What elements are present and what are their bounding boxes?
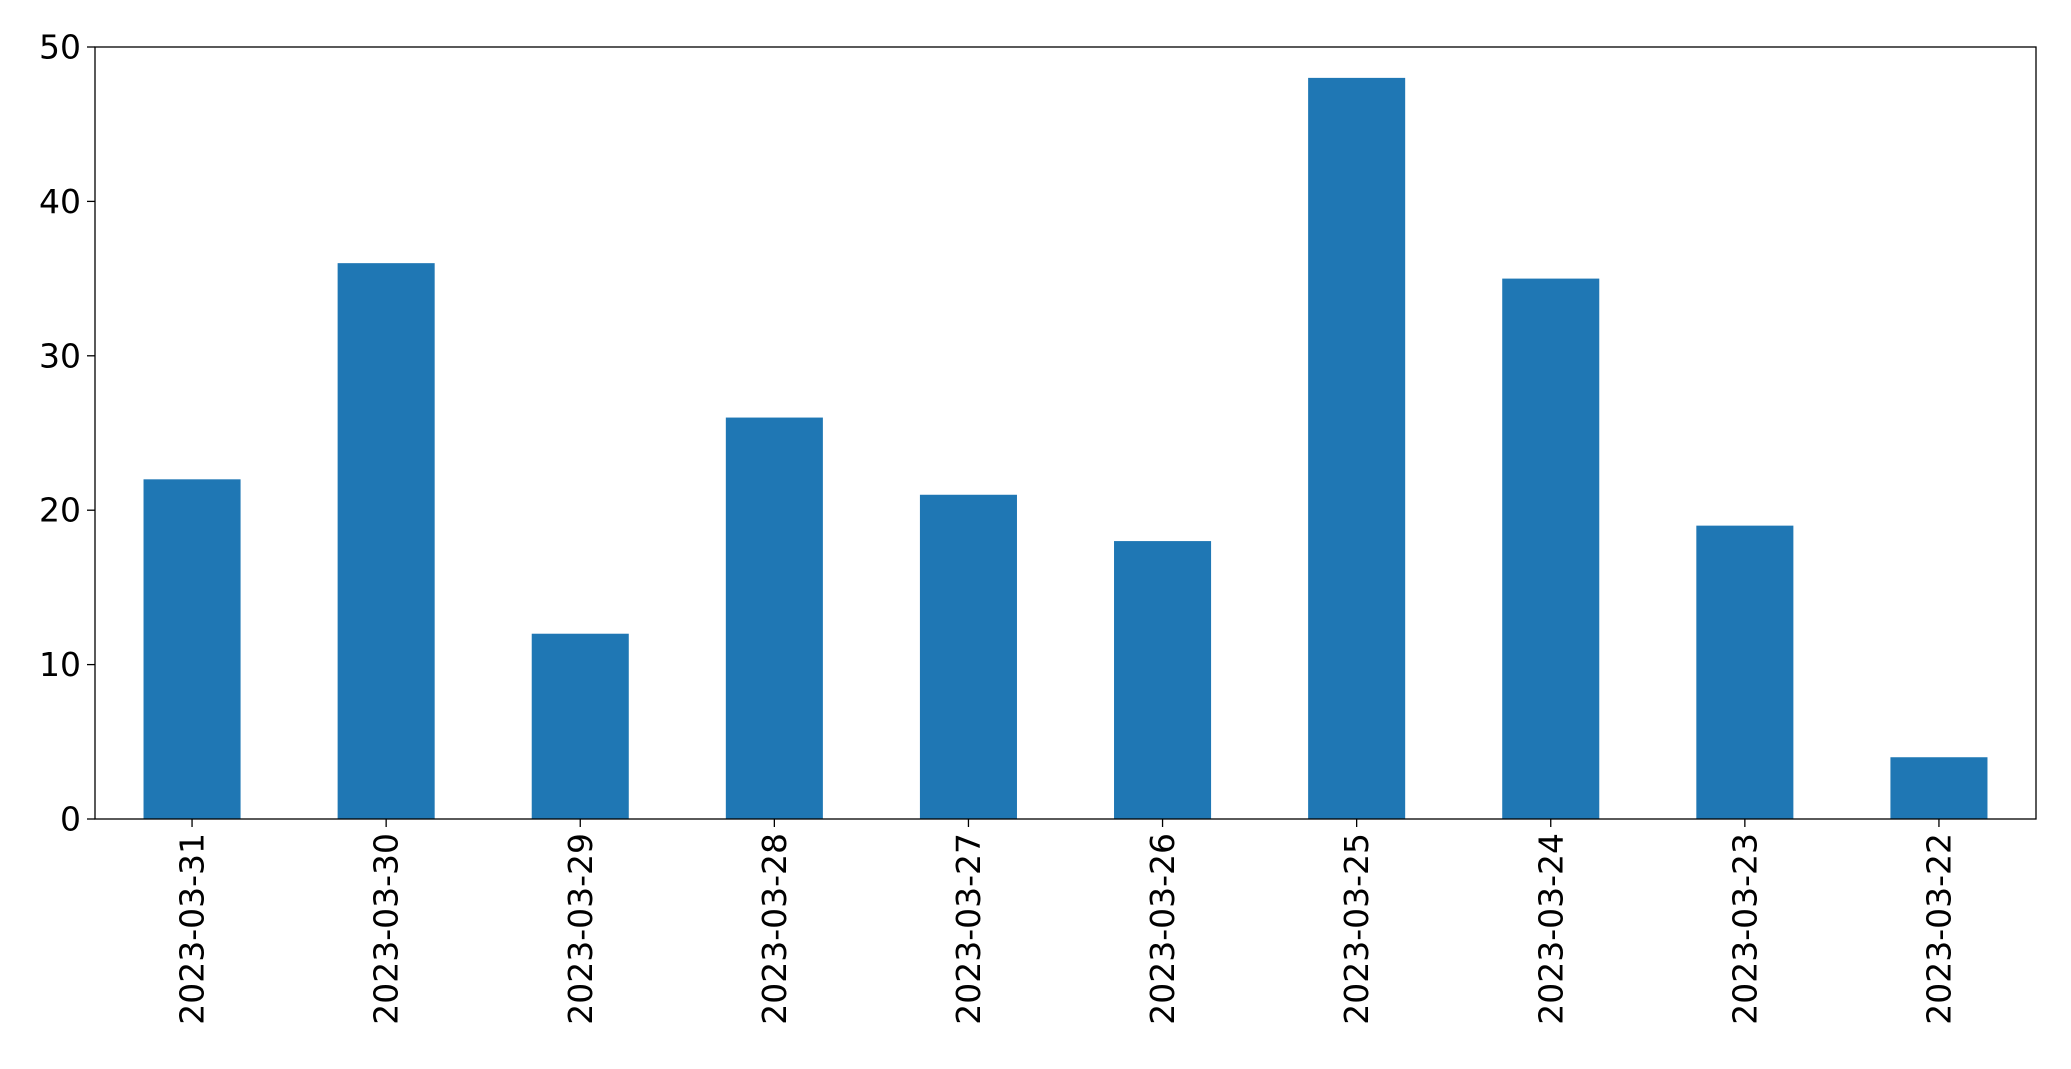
y-tick-label: 40 [39, 182, 81, 221]
x-tick-label: 2023-03-30 [367, 833, 406, 1025]
x-tick-label: 2023-03-25 [1337, 833, 1376, 1025]
bar-2023-03-25 [1308, 77, 1406, 819]
y-tick-label: 0 [60, 800, 81, 839]
bar-2023-03-23 [1696, 525, 1794, 819]
x-tick-label: 2023-03-29 [561, 833, 600, 1025]
y-tick-label: 20 [39, 491, 81, 530]
x-tick-label: 2023-03-27 [949, 833, 988, 1025]
x-tick-label: 2023-03-22 [1919, 833, 1958, 1025]
bar-2023-03-27 [919, 494, 1017, 819]
bar-2023-03-30 [337, 263, 435, 819]
bar-2023-03-28 [725, 417, 823, 819]
x-axis: 2023-03-31 2023-03-30 2023-03-29 2023-03-28… [173, 819, 1958, 1025]
y-tick-label: 50 [39, 28, 81, 67]
bar-2023-03-26 [1114, 541, 1212, 819]
x-tick-label: 2023-03-26 [1143, 833, 1182, 1025]
plot-frame [94, 46, 2037, 820]
bars-group [143, 77, 1988, 820]
y-tick-label: 10 [39, 645, 81, 684]
bar-2023-03-31 [143, 479, 241, 819]
bar-2023-03-29 [531, 633, 629, 819]
x-tick-label: 2023-03-23 [1725, 833, 1764, 1025]
x-tick-label: 2023-03-28 [755, 833, 794, 1025]
bar-2023-03-22 [1890, 757, 1988, 819]
y-axis: 0 10 20 30 40 50 [39, 28, 95, 839]
x-tick-label: 2023-03-31 [173, 833, 212, 1025]
x-tick-label: 2023-03-24 [1531, 833, 1570, 1025]
bar-2023-03-24 [1502, 278, 1600, 820]
y-tick-label: 30 [39, 336, 81, 375]
